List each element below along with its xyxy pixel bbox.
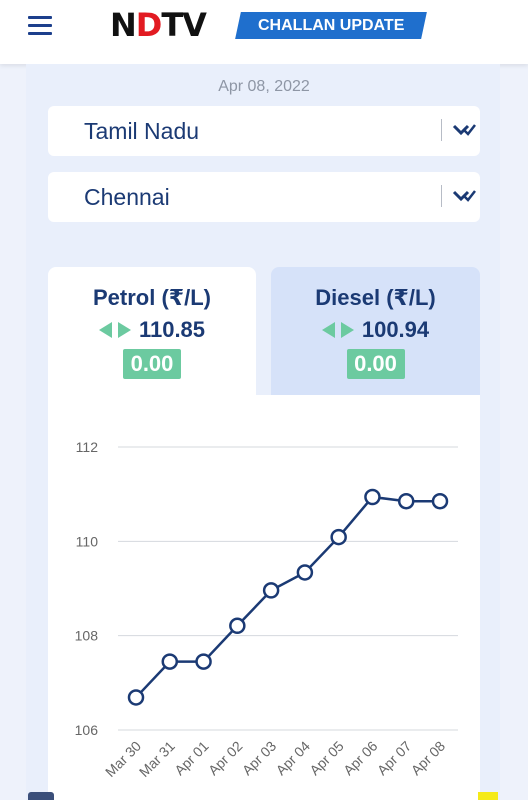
- challan-update-badge[interactable]: CHALLAN UPDATE: [235, 12, 427, 39]
- city-select[interactable]: Chennai: [48, 172, 480, 222]
- data-point[interactable]: [161, 653, 179, 670]
- petrol-tab-title: Petrol (₹/L): [93, 285, 211, 310]
- x-tick-label: Apr 01: [171, 738, 212, 779]
- x-tick-label: Apr 07: [374, 738, 415, 779]
- data-point[interactable]: [262, 582, 280, 599]
- bottom-edge-element: [478, 792, 498, 800]
- data-point[interactable]: [330, 528, 347, 546]
- price-date: Apr 08, 2022: [218, 78, 310, 95]
- data-point[interactable]: [364, 488, 381, 506]
- x-tick-label: Apr 08: [408, 738, 449, 779]
- y-tick-label: 112: [76, 439, 99, 455]
- app-header: NDTV CHALLAN UPDATE: [0, 0, 528, 64]
- diesel-change-badge: 0.00: [346, 349, 405, 379]
- x-tick-label: Mar 30: [102, 738, 144, 780]
- price-change-arrows-icon: [321, 322, 354, 338]
- x-tick-label: Apr 06: [340, 738, 381, 779]
- tab-diesel[interactable]: Diesel (₹/L) 100.94 0.00: [271, 267, 480, 395]
- price-change-arrows-icon: [98, 322, 131, 338]
- x-tick-label: Apr 05: [306, 738, 347, 779]
- tab-petrol[interactable]: Petrol (₹/L) 110.85 0.00: [48, 267, 256, 395]
- data-point[interactable]: [296, 564, 314, 581]
- price-chart: 106 108 110 112 Mar 30 Mar 31 Apr 01 Apr 02 Apr …: [48, 395, 480, 800]
- y-tick-label: 106: [75, 722, 99, 738]
- petrol-price: 110.85: [138, 317, 206, 342]
- state-select-value: Tamil Nadu: [84, 118, 200, 144]
- hamburger-menu-icon[interactable]: [28, 16, 52, 36]
- diesel-price: 100.94: [361, 317, 430, 342]
- x-tick-label: Apr 04: [273, 738, 314, 779]
- chevron-down-icon: [452, 124, 476, 136]
- data-point[interactable]: [127, 689, 145, 706]
- y-tick-label: 108: [75, 628, 99, 644]
- data-point[interactable]: [397, 492, 415, 510]
- x-tick-label: Apr 03: [239, 738, 280, 779]
- y-tick-label: 110: [76, 533, 99, 549]
- select-divider: [441, 185, 442, 207]
- series-line: [135, 495, 440, 699]
- chevron-down-icon: [452, 190, 476, 202]
- data-point[interactable]: [431, 492, 449, 510]
- petrol-change-badge: 0.00: [123, 349, 181, 379]
- bottom-edge-element: [28, 792, 54, 800]
- x-tick-label: Mar 31: [136, 738, 178, 780]
- x-tick-label: Apr 02: [205, 738, 246, 779]
- select-divider: [441, 119, 442, 141]
- data-point[interactable]: [229, 617, 246, 635]
- ndtv-logo[interactable]: NDTV: [110, 6, 207, 44]
- data-point[interactable]: [195, 653, 212, 670]
- city-select-value: Chennai: [84, 184, 170, 210]
- state-select[interactable]: Tamil Nadu: [48, 106, 480, 156]
- diesel-tab-title: Diesel (₹/L): [315, 285, 436, 310]
